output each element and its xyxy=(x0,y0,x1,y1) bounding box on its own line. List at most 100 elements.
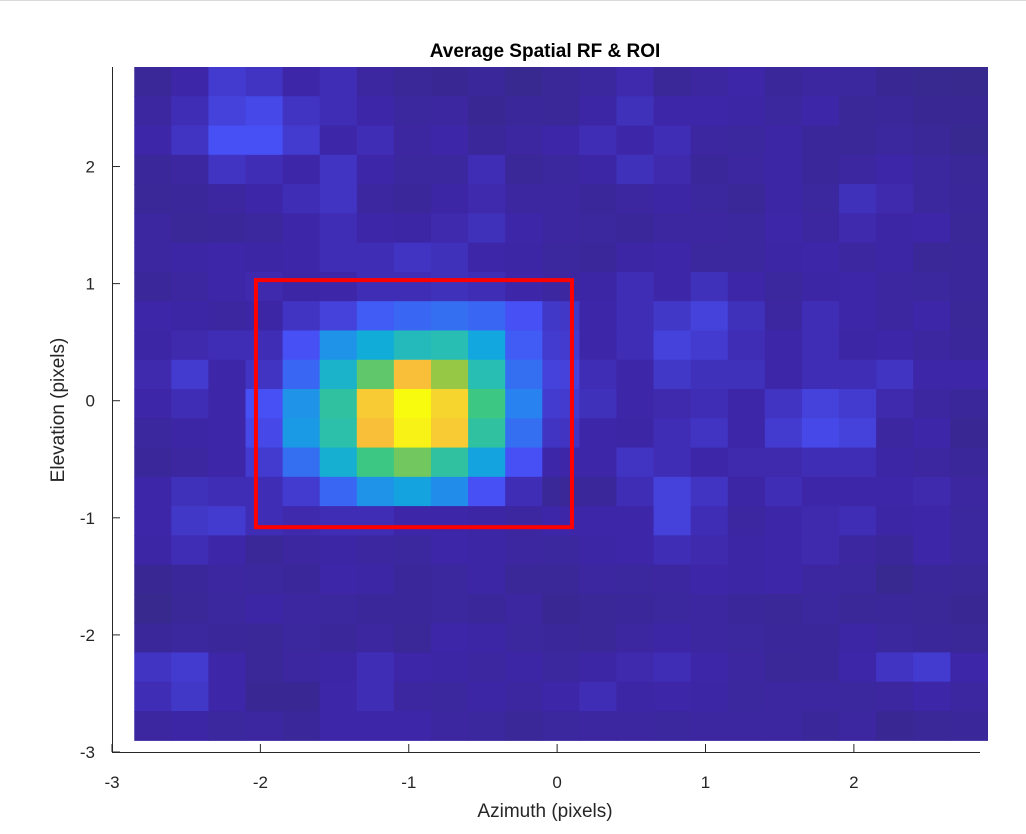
heatmap-cell xyxy=(208,213,247,244)
heatmap-cell xyxy=(727,213,766,244)
heatmap-cell xyxy=(653,681,692,712)
heatmap-cell xyxy=(801,213,840,244)
heatmap-cell xyxy=(801,447,840,478)
heatmap-cell xyxy=(913,213,951,244)
heatmap-cell xyxy=(505,418,543,449)
heatmap-cell xyxy=(950,96,989,127)
heatmap-cell xyxy=(319,301,358,332)
heatmap-cell xyxy=(505,652,543,683)
heatmap-cell xyxy=(653,359,692,390)
heatmap-cell xyxy=(616,242,655,273)
heatmap-cell xyxy=(468,301,506,332)
heatmap-cell xyxy=(134,125,172,156)
heatmap-cell xyxy=(505,67,543,97)
heatmap-cell xyxy=(801,184,840,214)
heatmap-cell xyxy=(579,389,618,419)
heatmap-cell xyxy=(282,623,321,654)
heatmap-cell xyxy=(727,184,766,214)
heatmap-cell xyxy=(913,711,951,741)
heatmap-cell xyxy=(208,447,247,478)
heatmap-cell xyxy=(616,476,655,507)
heatmap-cell xyxy=(431,96,469,127)
heatmap-cell xyxy=(542,535,580,566)
heatmap-cell xyxy=(913,242,951,273)
heatmap-cell xyxy=(468,242,506,273)
heatmap-cell xyxy=(505,301,543,332)
heatmap-cell xyxy=(134,711,172,741)
heatmap-cell xyxy=(319,389,358,419)
heatmap-cell xyxy=(801,154,840,185)
heatmap-cell xyxy=(171,681,210,712)
x-tick-label: -2 xyxy=(253,773,268,792)
heatmap-cell xyxy=(245,476,284,507)
heatmap-cell xyxy=(245,301,284,332)
heatmap-cell xyxy=(542,652,580,683)
heatmap-cell xyxy=(839,418,877,449)
x-tick-label: 1 xyxy=(701,773,710,792)
heatmap-cell xyxy=(393,359,432,390)
heatmap-cell xyxy=(839,330,877,361)
heatmap-cell xyxy=(134,476,172,507)
heatmap-cell xyxy=(727,330,766,361)
heatmap-cell xyxy=(319,711,358,741)
heatmap-cell xyxy=(801,681,840,712)
heatmap-cell xyxy=(356,359,395,390)
heatmap-cell xyxy=(876,535,914,566)
heatmap-cell xyxy=(245,535,284,566)
heatmap-cell xyxy=(616,506,655,536)
heatmap-cell xyxy=(282,330,321,361)
heatmap-cell xyxy=(245,359,284,390)
heatmap-cell xyxy=(356,711,395,741)
heatmap-cell xyxy=(839,476,877,507)
heatmap-cell xyxy=(171,67,210,97)
heatmap-cell xyxy=(690,67,729,97)
heatmap-cell xyxy=(468,213,506,244)
heatmap-cell xyxy=(839,301,877,332)
heatmap-cell xyxy=(171,96,210,127)
heatmap-cell xyxy=(876,184,914,214)
heatmap-cell xyxy=(171,359,210,390)
heatmap-cell xyxy=(950,564,989,595)
heatmap-cell xyxy=(282,681,321,712)
heatmap-cell xyxy=(690,418,729,449)
heatmap-cell xyxy=(542,623,580,654)
heatmap-cell xyxy=(245,184,284,214)
heatmap-cell xyxy=(134,418,172,449)
heatmap-cell xyxy=(839,154,877,185)
heatmap-cell xyxy=(542,213,580,244)
heatmap-cell xyxy=(913,506,951,536)
heatmap-cell xyxy=(208,418,247,449)
heatmap-cell xyxy=(319,271,358,302)
heatmap-cell xyxy=(542,125,580,156)
heatmap-cell xyxy=(356,681,395,712)
heatmap-cell xyxy=(319,154,358,185)
heatmap-cell xyxy=(393,711,432,741)
heatmap-cell xyxy=(616,301,655,332)
heatmap-cell xyxy=(542,418,580,449)
heatmap-cell xyxy=(801,711,840,741)
heatmap-cell xyxy=(245,652,284,683)
heatmap-cell xyxy=(653,154,692,185)
heatmap-cell xyxy=(208,67,247,97)
heatmap-cell xyxy=(282,652,321,683)
heatmap-cell xyxy=(245,67,284,97)
heatmap-cell xyxy=(208,535,247,566)
heatmap-cell xyxy=(431,242,469,273)
heatmap-cell xyxy=(876,476,914,507)
heatmap-cell xyxy=(801,96,840,127)
heatmap-cell xyxy=(171,184,210,214)
heatmap-cell xyxy=(393,535,432,566)
heatmap-cell xyxy=(208,125,247,156)
y-tick-label: -1 xyxy=(80,509,95,528)
heatmap-cell xyxy=(282,535,321,566)
heatmap-cell xyxy=(690,506,729,536)
heatmap-cell xyxy=(134,213,172,244)
heatmap-cell xyxy=(913,67,951,97)
heatmap-cell xyxy=(764,476,803,507)
heatmap-cell xyxy=(393,154,432,185)
heatmap-cell xyxy=(245,271,284,302)
heatmap-cell xyxy=(801,271,840,302)
heatmap-cell xyxy=(282,154,321,185)
heatmap-cell xyxy=(282,389,321,419)
